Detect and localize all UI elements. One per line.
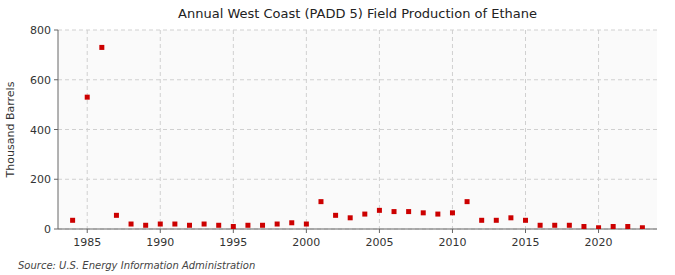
- grid-line-x: [598, 30, 599, 229]
- tick-x: [598, 229, 599, 233]
- point: [158, 222, 163, 227]
- points: [70, 45, 645, 229]
- point: [216, 223, 221, 228]
- point: [304, 222, 309, 227]
- point: [129, 222, 134, 227]
- grid: [58, 30, 657, 229]
- point: [114, 213, 119, 218]
- grid-line-y: [58, 30, 657, 31]
- point: [143, 223, 148, 228]
- tick-x: [452, 229, 453, 233]
- point: [275, 222, 280, 227]
- grid-line-x: [452, 30, 453, 229]
- point: [508, 215, 513, 220]
- point: [289, 220, 294, 225]
- point: [640, 225, 645, 229]
- tick-y: [54, 129, 58, 130]
- tick-x: [379, 229, 380, 233]
- grid-line-x: [87, 30, 88, 229]
- chart: 0 200 400 600 800 1985 1990 1995 2000 2005 2010 201…: [0, 0, 675, 275]
- x-axis-line: [58, 229, 657, 230]
- grid-line-x: [233, 30, 234, 229]
- source-note: Source: U.S. Energy Information Administ…: [18, 260, 255, 271]
- point: [435, 212, 440, 217]
- tick-x: [306, 229, 307, 233]
- point: [348, 215, 353, 220]
- grid-line-x: [160, 30, 161, 229]
- tick-label-y: 800: [30, 24, 51, 37]
- point: [362, 212, 367, 217]
- point: [494, 218, 499, 223]
- point: [406, 209, 411, 214]
- point: [450, 210, 455, 215]
- tick-y: [54, 179, 58, 180]
- tick-label-y: 0: [44, 223, 51, 236]
- point: [245, 223, 250, 228]
- point: [523, 218, 528, 223]
- axes: 0 200 400 600 800 1985 1990 1995 2000 2005 2010 201…: [30, 24, 657, 249]
- tick-x: [525, 229, 526, 233]
- grid-line-x: [525, 30, 526, 229]
- tick-y: [54, 30, 58, 31]
- tick-x: [160, 229, 161, 233]
- point: [552, 223, 557, 228]
- y-axis-line: [58, 30, 59, 229]
- grid-line-y: [58, 79, 657, 80]
- point: [596, 225, 601, 229]
- tick-label-y: 400: [30, 124, 51, 137]
- point: [231, 224, 236, 229]
- point: [260, 223, 265, 228]
- point: [465, 199, 470, 204]
- tick-label-x: 1985: [73, 236, 101, 249]
- point: [85, 95, 90, 100]
- point: [567, 223, 572, 228]
- point: [625, 224, 630, 229]
- grid-line-x: [379, 30, 380, 229]
- grid-line-y: [58, 179, 657, 180]
- tick-label-x: 1990: [146, 236, 174, 249]
- grid-line-x: [306, 30, 307, 229]
- tick-y: [54, 229, 58, 230]
- tick-label-x: 2015: [512, 236, 540, 249]
- tick-label-x: 2000: [292, 236, 320, 249]
- point: [479, 218, 484, 223]
- tick-x: [87, 229, 88, 233]
- point: [538, 223, 543, 228]
- point: [99, 45, 104, 50]
- tick-label-x: 1995: [219, 236, 247, 249]
- point: [377, 208, 382, 213]
- title: Annual West Coast (PADD 5) Field Product…: [178, 6, 537, 21]
- point: [318, 199, 323, 204]
- point: [333, 213, 338, 218]
- point: [392, 209, 397, 214]
- point: [421, 210, 426, 215]
- point: [611, 224, 616, 229]
- tick-label-y: 600: [30, 74, 51, 87]
- grid-line-y: [58, 229, 657, 230]
- grid-line-y: [58, 129, 657, 130]
- tick-label-x: 2010: [438, 236, 466, 249]
- y-axis-label: Thousand Barrels: [4, 81, 17, 178]
- plot-area: [58, 30, 657, 229]
- tick-y: [54, 79, 58, 80]
- point: [581, 224, 586, 229]
- point: [70, 218, 75, 223]
- tick-x: [233, 229, 234, 233]
- point: [187, 223, 192, 228]
- point: [172, 222, 177, 227]
- tick-label-x: 2020: [585, 236, 613, 249]
- point: [202, 222, 207, 227]
- tick-label-x: 2005: [365, 236, 393, 249]
- tick-label-y: 200: [30, 173, 51, 186]
